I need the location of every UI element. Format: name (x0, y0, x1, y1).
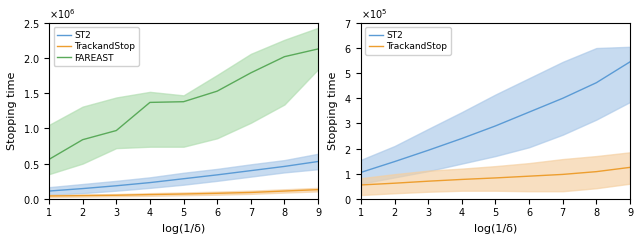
Legend: ST2, TrackandStop, FAREAST: ST2, TrackandStop, FAREAST (54, 27, 139, 66)
ST2 (280, 165, 288, 168)
ST2 (593, 81, 600, 84)
FAREAST (113, 129, 120, 132)
TrackandStop (113, 194, 120, 197)
ST2 (45, 190, 53, 193)
TrackandStop (146, 193, 154, 196)
TrackandStop (280, 190, 288, 193)
Y-axis label: Stopping time: Stopping time (7, 72, 17, 150)
ST2 (146, 181, 154, 184)
TrackandStop (593, 170, 600, 173)
FAREAST (146, 101, 154, 104)
FAREAST (314, 47, 322, 50)
TrackandStop (492, 176, 499, 179)
ST2 (357, 171, 365, 174)
TrackandStop (424, 180, 432, 183)
ST2 (180, 177, 188, 180)
TrackandStop (458, 178, 466, 181)
X-axis label: log(1/δ): log(1/δ) (162, 224, 205, 234)
Line: ST2: ST2 (49, 161, 318, 191)
TrackandStop (626, 166, 634, 169)
ST2 (247, 169, 255, 172)
Line: ST2: ST2 (361, 62, 630, 172)
ST2 (113, 184, 120, 187)
FAREAST (213, 90, 221, 93)
Y-axis label: Stopping time: Stopping time (328, 72, 338, 150)
ST2 (458, 137, 466, 140)
TrackandStop (525, 175, 533, 178)
FAREAST (79, 138, 86, 141)
FAREAST (280, 55, 288, 58)
Line: TrackandStop: TrackandStop (361, 167, 630, 185)
FAREAST (247, 71, 255, 74)
ST2 (424, 149, 432, 152)
ST2 (79, 187, 86, 190)
TrackandStop (559, 173, 566, 176)
Line: FAREAST: FAREAST (49, 49, 318, 159)
ST2 (525, 111, 533, 114)
TrackandStop (79, 194, 86, 197)
ST2 (559, 97, 566, 100)
ST2 (492, 124, 499, 127)
Line: TrackandStop: TrackandStop (49, 190, 318, 196)
TrackandStop (180, 193, 188, 195)
TrackandStop (247, 191, 255, 194)
ST2 (626, 60, 634, 63)
Legend: ST2, TrackandStop: ST2, TrackandStop (365, 27, 451, 55)
TrackandStop (213, 192, 221, 195)
TrackandStop (391, 182, 399, 185)
ST2 (314, 160, 322, 163)
FAREAST (180, 100, 188, 103)
TrackandStop (357, 183, 365, 186)
ST2 (391, 160, 399, 163)
ST2 (213, 174, 221, 176)
TrackandStop (45, 194, 53, 197)
FAREAST (45, 158, 53, 161)
X-axis label: log(1/δ): log(1/δ) (474, 224, 517, 234)
TrackandStop (314, 188, 322, 191)
